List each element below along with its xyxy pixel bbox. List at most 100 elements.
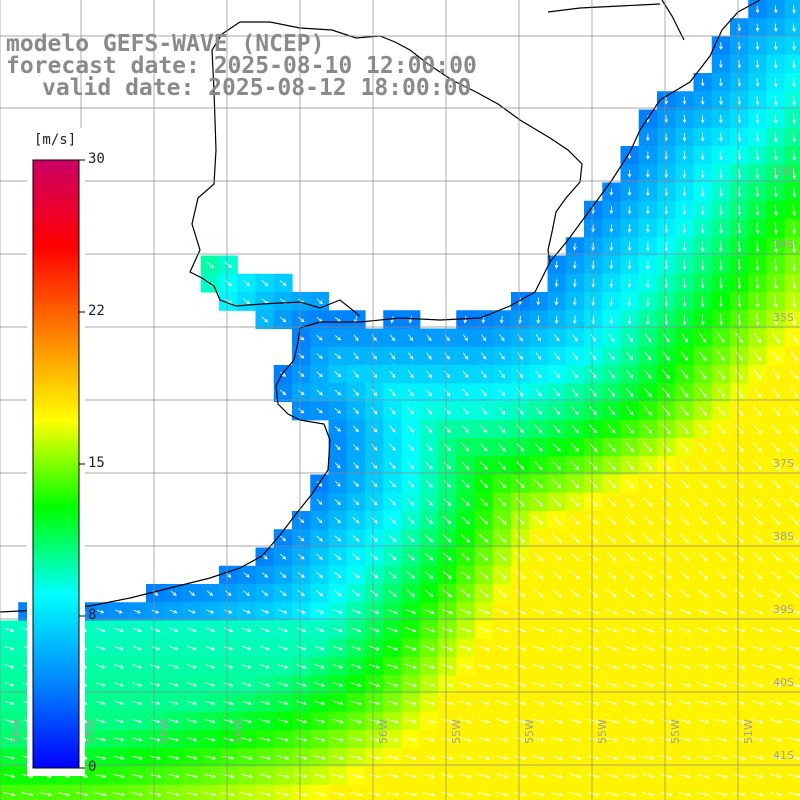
wind-arrow	[241, 645, 252, 651]
wind-arrow	[242, 609, 251, 614]
wind-arrow	[605, 645, 618, 651]
wind-arrow	[678, 608, 691, 615]
wind-arrow	[789, 424, 799, 434]
wind-arrow	[755, 204, 760, 216]
wind-speed-cell	[784, 91, 800, 111]
wind-arrow	[279, 316, 287, 323]
wind-arrow	[316, 298, 323, 305]
wind-arrow	[132, 700, 143, 706]
wind-arrow	[587, 755, 600, 760]
wind-arrow	[737, 295, 742, 308]
wind-arrow	[535, 388, 542, 397]
wind-arrow	[733, 737, 746, 742]
wind-arrow	[515, 497, 525, 507]
wind-arrow	[313, 737, 326, 742]
wind-arrow	[517, 334, 523, 342]
wind-arrow	[737, 259, 742, 271]
wind-arrow	[424, 571, 434, 579]
wind-arrow	[774, 313, 778, 327]
wind-arrow	[769, 773, 783, 779]
wind-arrow	[204, 773, 217, 779]
wind-arrow	[496, 608, 509, 615]
wind-arrow	[370, 535, 378, 542]
wind-arrow	[188, 590, 196, 596]
wind-arrow	[461, 479, 470, 488]
wind-arrow	[517, 352, 523, 360]
wind-arrow	[642, 718, 655, 724]
wind-arrow	[678, 663, 691, 669]
wind-arrow	[789, 497, 799, 507]
wind-arrow	[752, 570, 763, 580]
wind-arrow	[443, 461, 452, 470]
wind-arrow	[353, 444, 359, 451]
wind-arrow	[679, 552, 690, 562]
wind-arrow	[734, 515, 745, 525]
wind-arrow	[295, 700, 307, 706]
wind-arrow	[459, 663, 472, 669]
wind-arrow	[753, 369, 762, 380]
wind-arrow	[569, 718, 582, 724]
wind-arrow	[607, 479, 617, 489]
wind-speed-cell	[620, 784, 640, 800]
wind-arrow	[569, 755, 582, 760]
wind-arrow	[459, 608, 472, 615]
wind-arrow	[514, 718, 527, 724]
wind-arrow	[609, 296, 614, 307]
wind-arrow	[496, 773, 509, 779]
wind-arrow	[769, 792, 783, 797]
wind-arrow	[735, 387, 744, 398]
wind-arrow	[443, 443, 451, 452]
model-title: modelo GEFS-WAVE (NCEP)	[6, 31, 325, 57]
wind-arrow	[313, 773, 326, 779]
wind-arrow	[605, 627, 618, 633]
wind-arrow	[698, 424, 708, 434]
wind-arrow	[715, 792, 728, 797]
wind-arrow	[609, 242, 614, 252]
wind-arrow	[534, 424, 543, 434]
valid-date-title: valid date: 2025-08-12 18:00:00	[42, 75, 472, 101]
wind-arrow	[733, 755, 746, 760]
wind-arrow	[700, 295, 705, 308]
wind-arrow	[279, 590, 287, 597]
wind-arrow	[351, 627, 362, 633]
wind-arrow	[715, 608, 728, 615]
wind-speed-cell	[784, 200, 800, 220]
wind-arrow	[514, 792, 527, 797]
wind-arrow	[770, 552, 781, 562]
wind-arrow	[788, 645, 800, 651]
wind-arrow	[696, 700, 709, 706]
wind-arrow	[516, 406, 524, 415]
wind-arrow	[386, 773, 399, 779]
wind-arrow	[459, 645, 472, 651]
wind-arrow	[261, 316, 269, 323]
wind-arrow	[696, 682, 709, 688]
wind-arrow	[408, 315, 413, 324]
wind-arrow	[151, 609, 160, 614]
wind-arrow	[755, 150, 760, 161]
wind-arrow	[645, 242, 650, 252]
wind-arrow	[168, 755, 180, 760]
wind-arrow	[459, 627, 472, 633]
wind-arrow	[459, 792, 472, 797]
wind-arrow	[298, 535, 305, 542]
wind-arrow	[94, 774, 107, 779]
wind-arrow	[680, 405, 689, 416]
wind-speed-cell	[401, 784, 421, 800]
wind-arrow	[404, 737, 418, 742]
wind-speed-cell	[784, 109, 800, 129]
wind-arrow	[569, 773, 582, 779]
wind-arrow	[587, 663, 600, 669]
wind-arrow	[626, 333, 633, 343]
wind-arrow	[608, 370, 615, 379]
wind-arrow	[789, 570, 800, 580]
wind-arrow	[277, 773, 290, 779]
wind-arrow	[150, 645, 161, 651]
wind-speed-cell	[18, 784, 38, 800]
wind-arrow	[698, 534, 708, 543]
wind-arrow	[95, 755, 107, 760]
wind-arrow	[222, 773, 235, 779]
wind-arrow	[606, 570, 617, 580]
wind-arrow	[131, 792, 144, 797]
wind-arrow	[479, 443, 488, 452]
wind-arrow	[623, 792, 637, 797]
